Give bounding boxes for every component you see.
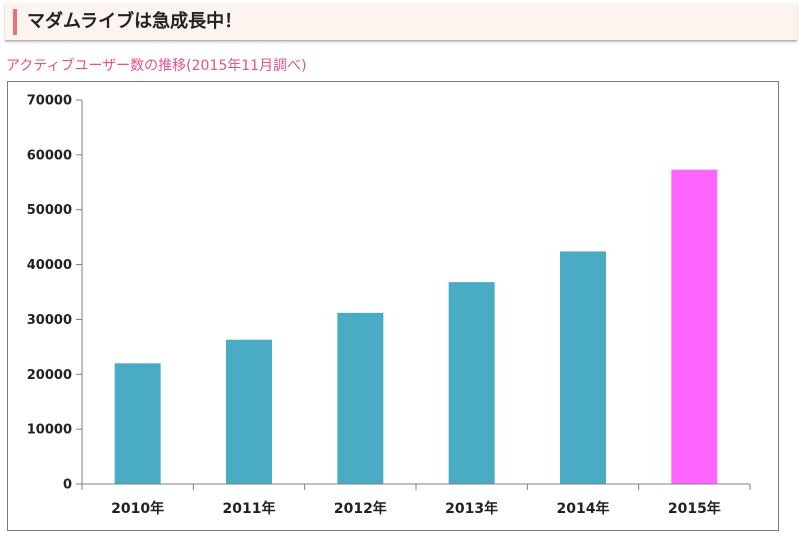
bar-2014 (560, 251, 606, 484)
y-tick-label: 50000 (27, 203, 72, 218)
bar-2015 (671, 169, 718, 484)
x-tick-label: 2011年 (223, 500, 276, 517)
chart-caption: アクティブユーザー数の推移(2015年11月調べ) (6, 58, 307, 74)
y-tick-label: 20000 (27, 368, 72, 383)
y-tick-label: 30000 (27, 313, 72, 328)
y-tick-label: 40000 (27, 258, 72, 273)
bar-2010 (114, 363, 161, 484)
x-tick-label: 2010年 (111, 500, 164, 517)
heading-accent-bar (13, 9, 17, 35)
y-tick-label: 10000 (27, 423, 72, 438)
x-tick-label: 2012年 (334, 500, 387, 517)
y-tick-label: 70000 (27, 94, 72, 109)
bar-2012 (337, 312, 384, 484)
chart-frame: 0 10000 20000 30000 40000 50000 60000 70000 2010… (7, 81, 779, 531)
y-tick-label: 60000 (27, 148, 72, 163)
x-tick-label: 2013年 (445, 500, 498, 517)
x-tick-label: 2014年 (557, 500, 610, 517)
y-tick-label: 0 (63, 478, 72, 493)
x-tick-label: 2015年 (668, 500, 721, 517)
bar-2013 (448, 282, 495, 484)
bar-chart: 0 10000 20000 30000 40000 50000 60000 70000 2010… (27, 94, 751, 517)
bar-2011 (226, 339, 272, 484)
section-heading: マダムライブは急成長中！ (5, 3, 797, 41)
heading-title: マダムライブは急成長中！ (27, 11, 243, 32)
